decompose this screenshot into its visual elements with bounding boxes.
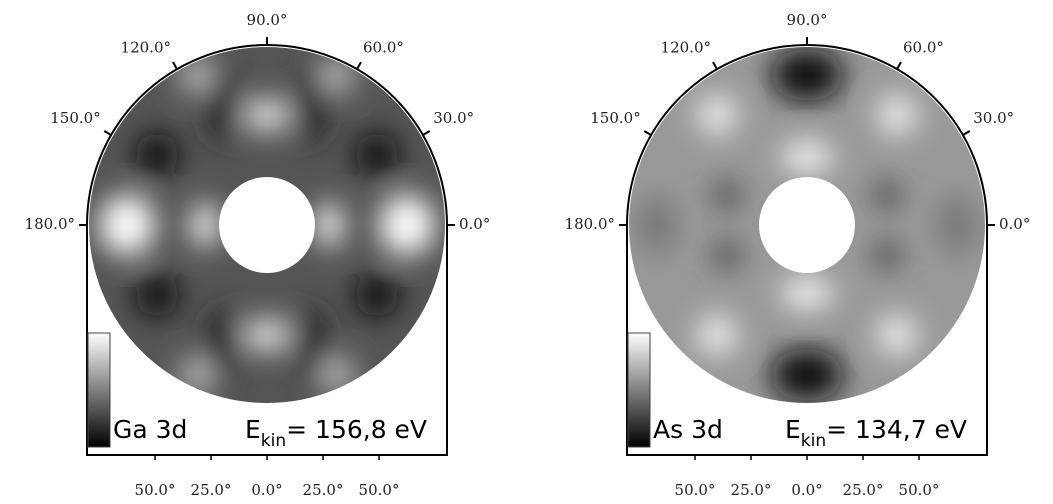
azimuth-tick bbox=[173, 62, 177, 69]
feature bbox=[379, 195, 435, 255]
feature bbox=[873, 181, 901, 209]
element-label: As 3d bbox=[653, 415, 723, 444]
azimuth-tick bbox=[644, 131, 651, 135]
energy-subscript: kin bbox=[801, 431, 826, 451]
azimuth-label: 90.0° bbox=[247, 11, 288, 29]
polar-label: 50.0° bbox=[135, 481, 176, 499]
polar-label: 0.0° bbox=[251, 481, 282, 499]
intensity-map bbox=[627, 45, 987, 405]
azimuth-label: 0.0° bbox=[459, 215, 490, 233]
intensity-map bbox=[87, 45, 447, 405]
element-label: Ga 3d bbox=[113, 415, 187, 444]
azimuth-label: 180.0° bbox=[565, 215, 615, 233]
feature bbox=[877, 315, 917, 355]
feature bbox=[319, 357, 355, 393]
feature bbox=[713, 241, 741, 269]
feature bbox=[135, 273, 179, 317]
feature bbox=[245, 319, 289, 351]
azimuth-label: 90.0° bbox=[787, 11, 828, 29]
panel: 0.0° 30.0° 60.0° 90.0° 120.0° 150.0° 180.0° 50.… bbox=[25, 11, 491, 499]
feature bbox=[697, 95, 737, 135]
colorbar bbox=[628, 333, 650, 447]
azimuth-label: 30.0° bbox=[973, 109, 1014, 127]
azimuth-label: 30.0° bbox=[433, 109, 474, 127]
feature bbox=[713, 181, 741, 209]
polar-label: 50.0° bbox=[675, 481, 716, 499]
azimuth-label: 120.0° bbox=[121, 39, 171, 57]
feature bbox=[179, 57, 215, 93]
azimuth-label: 60.0° bbox=[903, 39, 944, 57]
azimuth-label: 120.0° bbox=[661, 39, 711, 57]
energy-value: = 156,8 eV bbox=[286, 415, 427, 444]
azimuth-label: 150.0° bbox=[590, 109, 640, 127]
azimuth-label: 180.0° bbox=[25, 215, 75, 233]
polar-label: 25.0° bbox=[843, 481, 884, 499]
feature bbox=[781, 143, 833, 171]
feature bbox=[771, 349, 843, 401]
azimuth-tick bbox=[357, 62, 361, 69]
polar-label: 0.0° bbox=[791, 481, 822, 499]
feature bbox=[245, 99, 289, 131]
feature bbox=[937, 195, 977, 255]
energy-label: Ekin= 156,8 eV bbox=[245, 415, 427, 451]
energy-symbol: E bbox=[785, 415, 801, 444]
panel: 0.0° 30.0° 60.0° 90.0° 120.0° 150.0° 180.0° 50.… bbox=[565, 11, 1031, 499]
feature bbox=[637, 195, 677, 255]
energy-label: Ekin= 134,7 eV bbox=[785, 415, 967, 451]
feature bbox=[355, 273, 399, 317]
azimuth-label: 60.0° bbox=[363, 39, 404, 57]
feature bbox=[355, 133, 399, 177]
feature bbox=[191, 203, 219, 247]
feature bbox=[873, 241, 901, 269]
polar-label: 25.0° bbox=[191, 481, 232, 499]
feature bbox=[99, 195, 155, 255]
polar-label: 50.0° bbox=[899, 481, 940, 499]
azimuth-tick bbox=[897, 62, 901, 69]
polar-label: 25.0° bbox=[731, 481, 772, 499]
feature bbox=[179, 357, 215, 393]
feature bbox=[877, 95, 917, 135]
feature bbox=[319, 57, 355, 93]
feature bbox=[135, 133, 179, 177]
colorbar bbox=[88, 333, 110, 447]
energy-value: = 134,7 eV bbox=[826, 415, 967, 444]
polar-label: 25.0° bbox=[303, 481, 344, 499]
feature bbox=[781, 279, 833, 307]
polar-label: 50.0° bbox=[359, 481, 400, 499]
azimuth-label: 150.0° bbox=[50, 109, 100, 127]
feature bbox=[771, 49, 843, 101]
energy-subscript: kin bbox=[261, 431, 286, 451]
feature bbox=[697, 315, 737, 355]
azimuth-tick bbox=[963, 131, 970, 135]
azimuth-tick bbox=[104, 131, 111, 135]
feature bbox=[315, 203, 343, 247]
azimuth-label: 0.0° bbox=[999, 215, 1030, 233]
azimuth-tick bbox=[713, 62, 717, 69]
energy-symbol: E bbox=[245, 415, 261, 444]
figure: 0.0° 30.0° 60.0° 90.0° 120.0° 150.0° 180.0° 50.… bbox=[0, 0, 1053, 504]
azimuth-tick bbox=[423, 131, 430, 135]
